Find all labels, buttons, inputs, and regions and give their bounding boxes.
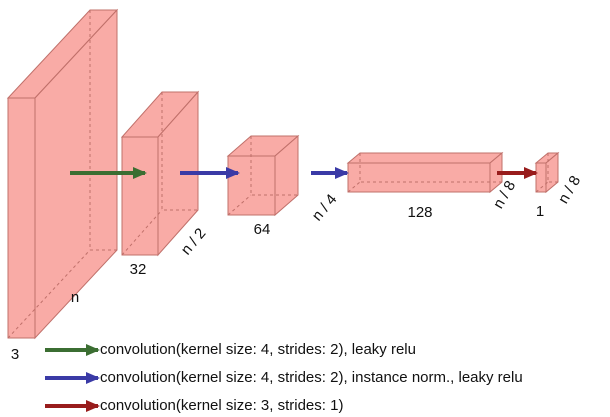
hidden-edge (347, 153, 502, 193)
block-depth: 3 (11, 346, 19, 363)
block-size: n / 2 (178, 225, 210, 258)
block-depth: 1 (536, 203, 544, 220)
block-front (121, 136, 159, 256)
block-front (7, 97, 36, 339)
block-front (347, 162, 491, 193)
block-size: n (71, 289, 79, 306)
legend-label: convolution(kernel size: 3, strides: 1) (100, 397, 343, 414)
hidden-edge (7, 10, 117, 339)
block-size: n / 8 (555, 173, 584, 207)
legend-label: convolution(kernel size: 4, strides: 2),… (100, 341, 416, 358)
block-side (274, 134, 299, 217)
block-size: n / 4 (309, 191, 341, 224)
block-depth: 32 (130, 261, 147, 278)
block-side (157, 90, 199, 257)
block-top (346, 152, 504, 164)
legend-label: convolution(kernel size: 4, strides: 2),… (100, 369, 523, 386)
block-depth: 64 (254, 221, 271, 238)
hidden-edge (227, 136, 298, 216)
hidden-edge (535, 153, 558, 193)
block-depth: 128 (407, 204, 432, 221)
hidden-edge (121, 92, 198, 256)
